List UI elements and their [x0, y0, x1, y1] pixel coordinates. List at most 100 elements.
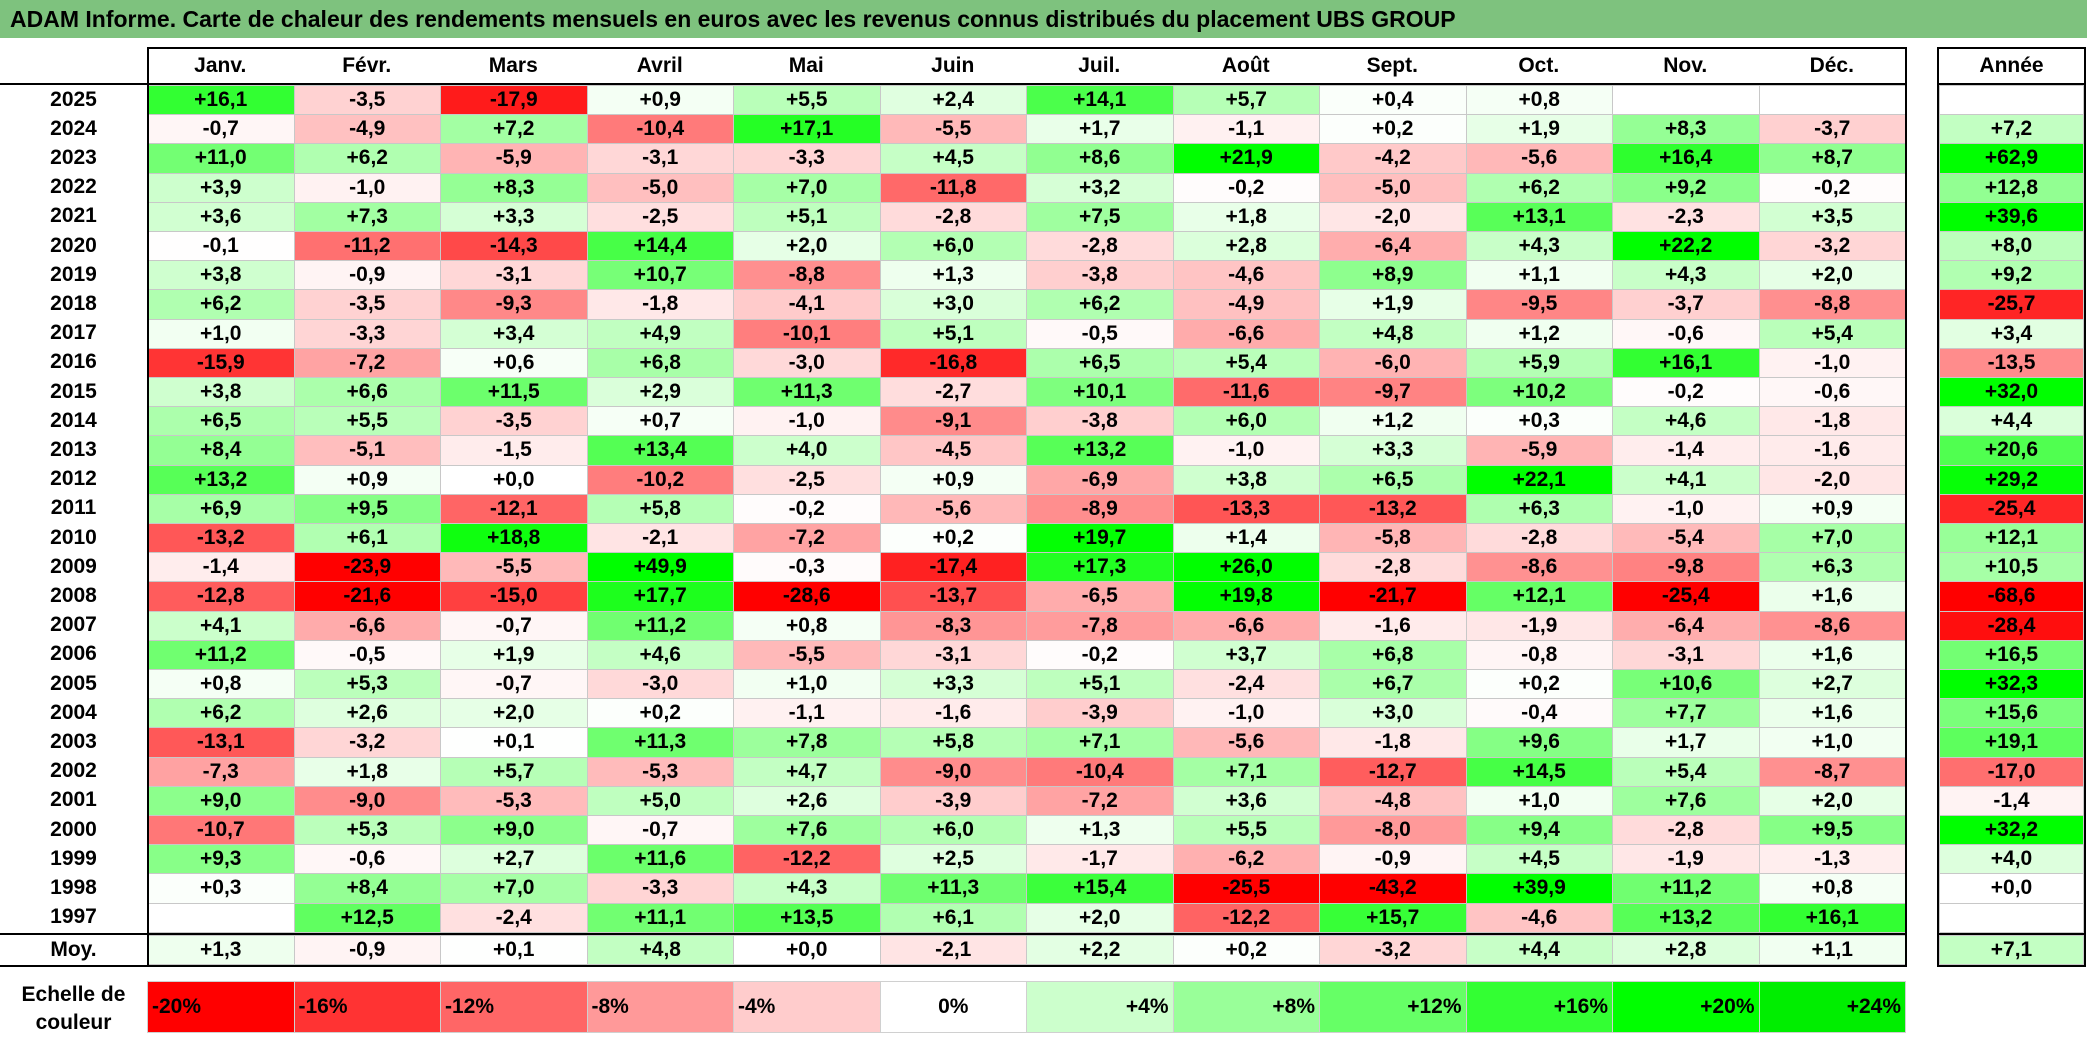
- heatmap-cell: +3,2: [1026, 172, 1174, 203]
- column-header: Mars: [488, 54, 538, 77]
- heatmap-cell: +0,7: [586, 406, 734, 437]
- heatmap-cell: +8,6: [1026, 143, 1174, 174]
- heatmap-cell: +1,0: [733, 669, 881, 700]
- heatmap-cell: +39,9: [1465, 873, 1613, 904]
- heatmap-cell: +8,4: [293, 873, 441, 904]
- heatmap-cell: +4,3: [1612, 260, 1760, 291]
- heatmap-cell: +6,2: [1026, 289, 1174, 320]
- heatmap-cell: +19,7: [1026, 523, 1174, 554]
- heatmap-cell: -0,4: [1465, 698, 1613, 729]
- year-label: 2010: [50, 525, 97, 549]
- heatmap-cell: +1,8: [293, 756, 441, 787]
- average-row-label: Moy.: [50, 938, 97, 961]
- heatmap-cell: +12,1: [1465, 581, 1613, 612]
- heatmap-cell: -3,0: [586, 669, 734, 700]
- heatmap-cell: +11,6: [586, 844, 734, 875]
- heatmap-cell: +1,2: [1319, 406, 1467, 437]
- heatmap-cell: +7,6: [1612, 785, 1760, 816]
- average-divider-annual: [1937, 933, 2086, 935]
- year-label: 2006: [50, 642, 97, 666]
- year-label: 1999: [50, 846, 97, 870]
- heatmap-cell: -1,5: [440, 435, 588, 466]
- column-header: Nov.: [1663, 54, 1708, 77]
- heatmap-cell: -5,8: [1319, 523, 1467, 554]
- heatmap-cell: -11,2: [293, 231, 441, 262]
- heatmap-cell: +5,1: [879, 318, 1027, 349]
- average-cell: +4,4: [1465, 935, 1613, 965]
- heatmap-cell: +5,0: [586, 785, 734, 816]
- year-label: 2022: [50, 175, 97, 199]
- heatmap-cell: +9,5: [1758, 815, 1906, 846]
- color-scale-stop: -16%: [293, 981, 441, 1033]
- heatmap-cell: -0,6: [1758, 377, 1906, 408]
- heatmap-cell: +1,9: [1465, 114, 1613, 145]
- table-bottom: [0, 965, 1907, 967]
- heatmap-cell: +8,3: [440, 172, 588, 203]
- heatmap-cell: +4,5: [1465, 844, 1613, 875]
- heatmap-cell: +5,8: [879, 727, 1027, 758]
- year-label: 2019: [50, 262, 97, 286]
- annual-cell: -17,0: [1939, 756, 2084, 787]
- heatmap-cell: -43,2: [1319, 873, 1467, 904]
- heatmap-cell: +13,2: [1612, 902, 1760, 933]
- heatmap-cell: -10,4: [586, 114, 734, 145]
- heatmap-cell: -3,7: [1612, 289, 1760, 320]
- heatmap-cell: [1612, 85, 1760, 116]
- average-cell: +0,1: [440, 935, 588, 965]
- heatmap-cell: -1,9: [1612, 844, 1760, 875]
- heatmap-cell: +6,1: [879, 902, 1027, 933]
- heatmap-cell: -1,0: [293, 172, 441, 203]
- heatmap-cell: +11,2: [1612, 873, 1760, 904]
- heatmap-cell: -2,4: [440, 902, 588, 933]
- heatmap-cell: +13,2: [1026, 435, 1174, 466]
- heatmap-cell: +11,3: [879, 873, 1027, 904]
- heatmap-cell: -3,3: [586, 873, 734, 904]
- average-cell: -2,1: [879, 935, 1027, 965]
- heatmap-cell: +6,8: [1319, 639, 1467, 670]
- year-label: 2013: [50, 437, 97, 461]
- average-cell: +0,2: [1172, 935, 1320, 965]
- color-scale-stop: +16%: [1465, 981, 1613, 1033]
- color-scale-stop: +8%: [1172, 981, 1320, 1033]
- heatmap-cell: -23,9: [293, 552, 441, 583]
- heatmap-cell: -0,2: [1612, 377, 1760, 408]
- heatmap-cell: +6,6: [293, 377, 441, 408]
- heatmap-cell: +1,1: [1465, 260, 1613, 291]
- heatmap-cell: +26,0: [1172, 552, 1320, 583]
- heatmap-cell: +11,3: [586, 727, 734, 758]
- heatmap-cell: +5,4: [1172, 347, 1320, 378]
- heatmap-cell: +0,9: [879, 464, 1027, 495]
- heatmap-cell: +7,5: [1026, 201, 1174, 232]
- heatmap-cell: +3,3: [1319, 435, 1467, 466]
- heatmap-cell: -17,4: [879, 552, 1027, 583]
- heatmap-cell: +16,4: [1612, 143, 1760, 174]
- heatmap-cell: -1,9: [1465, 610, 1613, 641]
- heatmap-cell: -3,2: [293, 727, 441, 758]
- heatmap-cell: -4,9: [293, 114, 441, 145]
- color-scale-stop: -12%: [440, 981, 588, 1033]
- heatmap-cell: +22,2: [1612, 231, 1760, 262]
- heatmap-cell: -1,7: [1026, 844, 1174, 875]
- heatmap-cell: -3,7: [1758, 114, 1906, 145]
- heatmap-cell: -0,5: [293, 639, 441, 670]
- heatmap-cell: +1,0: [1465, 785, 1613, 816]
- heatmap-cell: +4,9: [586, 318, 734, 349]
- heatmap-cell: -13,1: [147, 727, 295, 758]
- annual-cell: -13,5: [1939, 347, 2084, 378]
- heatmap-cell: +6,8: [586, 347, 734, 378]
- heatmap-cell: [147, 902, 295, 933]
- heatmap-cell: -3,5: [293, 289, 441, 320]
- heatmap-cell: -21,6: [293, 581, 441, 612]
- heatmap-cell: -9,0: [879, 756, 1027, 787]
- color-scale-label-line2: couleur: [35, 1011, 112, 1034]
- heatmap-cell: +1,0: [147, 318, 295, 349]
- heatmap-cell: -9,5: [1465, 289, 1613, 320]
- heatmap-cell: +3,4: [440, 318, 588, 349]
- heatmap-cell: -12,2: [1172, 902, 1320, 933]
- heatmap-cell: +22,1: [1465, 464, 1613, 495]
- heatmap-cell: +6,2: [1465, 172, 1613, 203]
- column-header: Avril: [636, 54, 683, 77]
- heatmap-cell: -0,9: [1319, 844, 1467, 875]
- heatmap-cell: +0,8: [1465, 85, 1613, 116]
- heatmap-cell: -3,8: [1026, 260, 1174, 291]
